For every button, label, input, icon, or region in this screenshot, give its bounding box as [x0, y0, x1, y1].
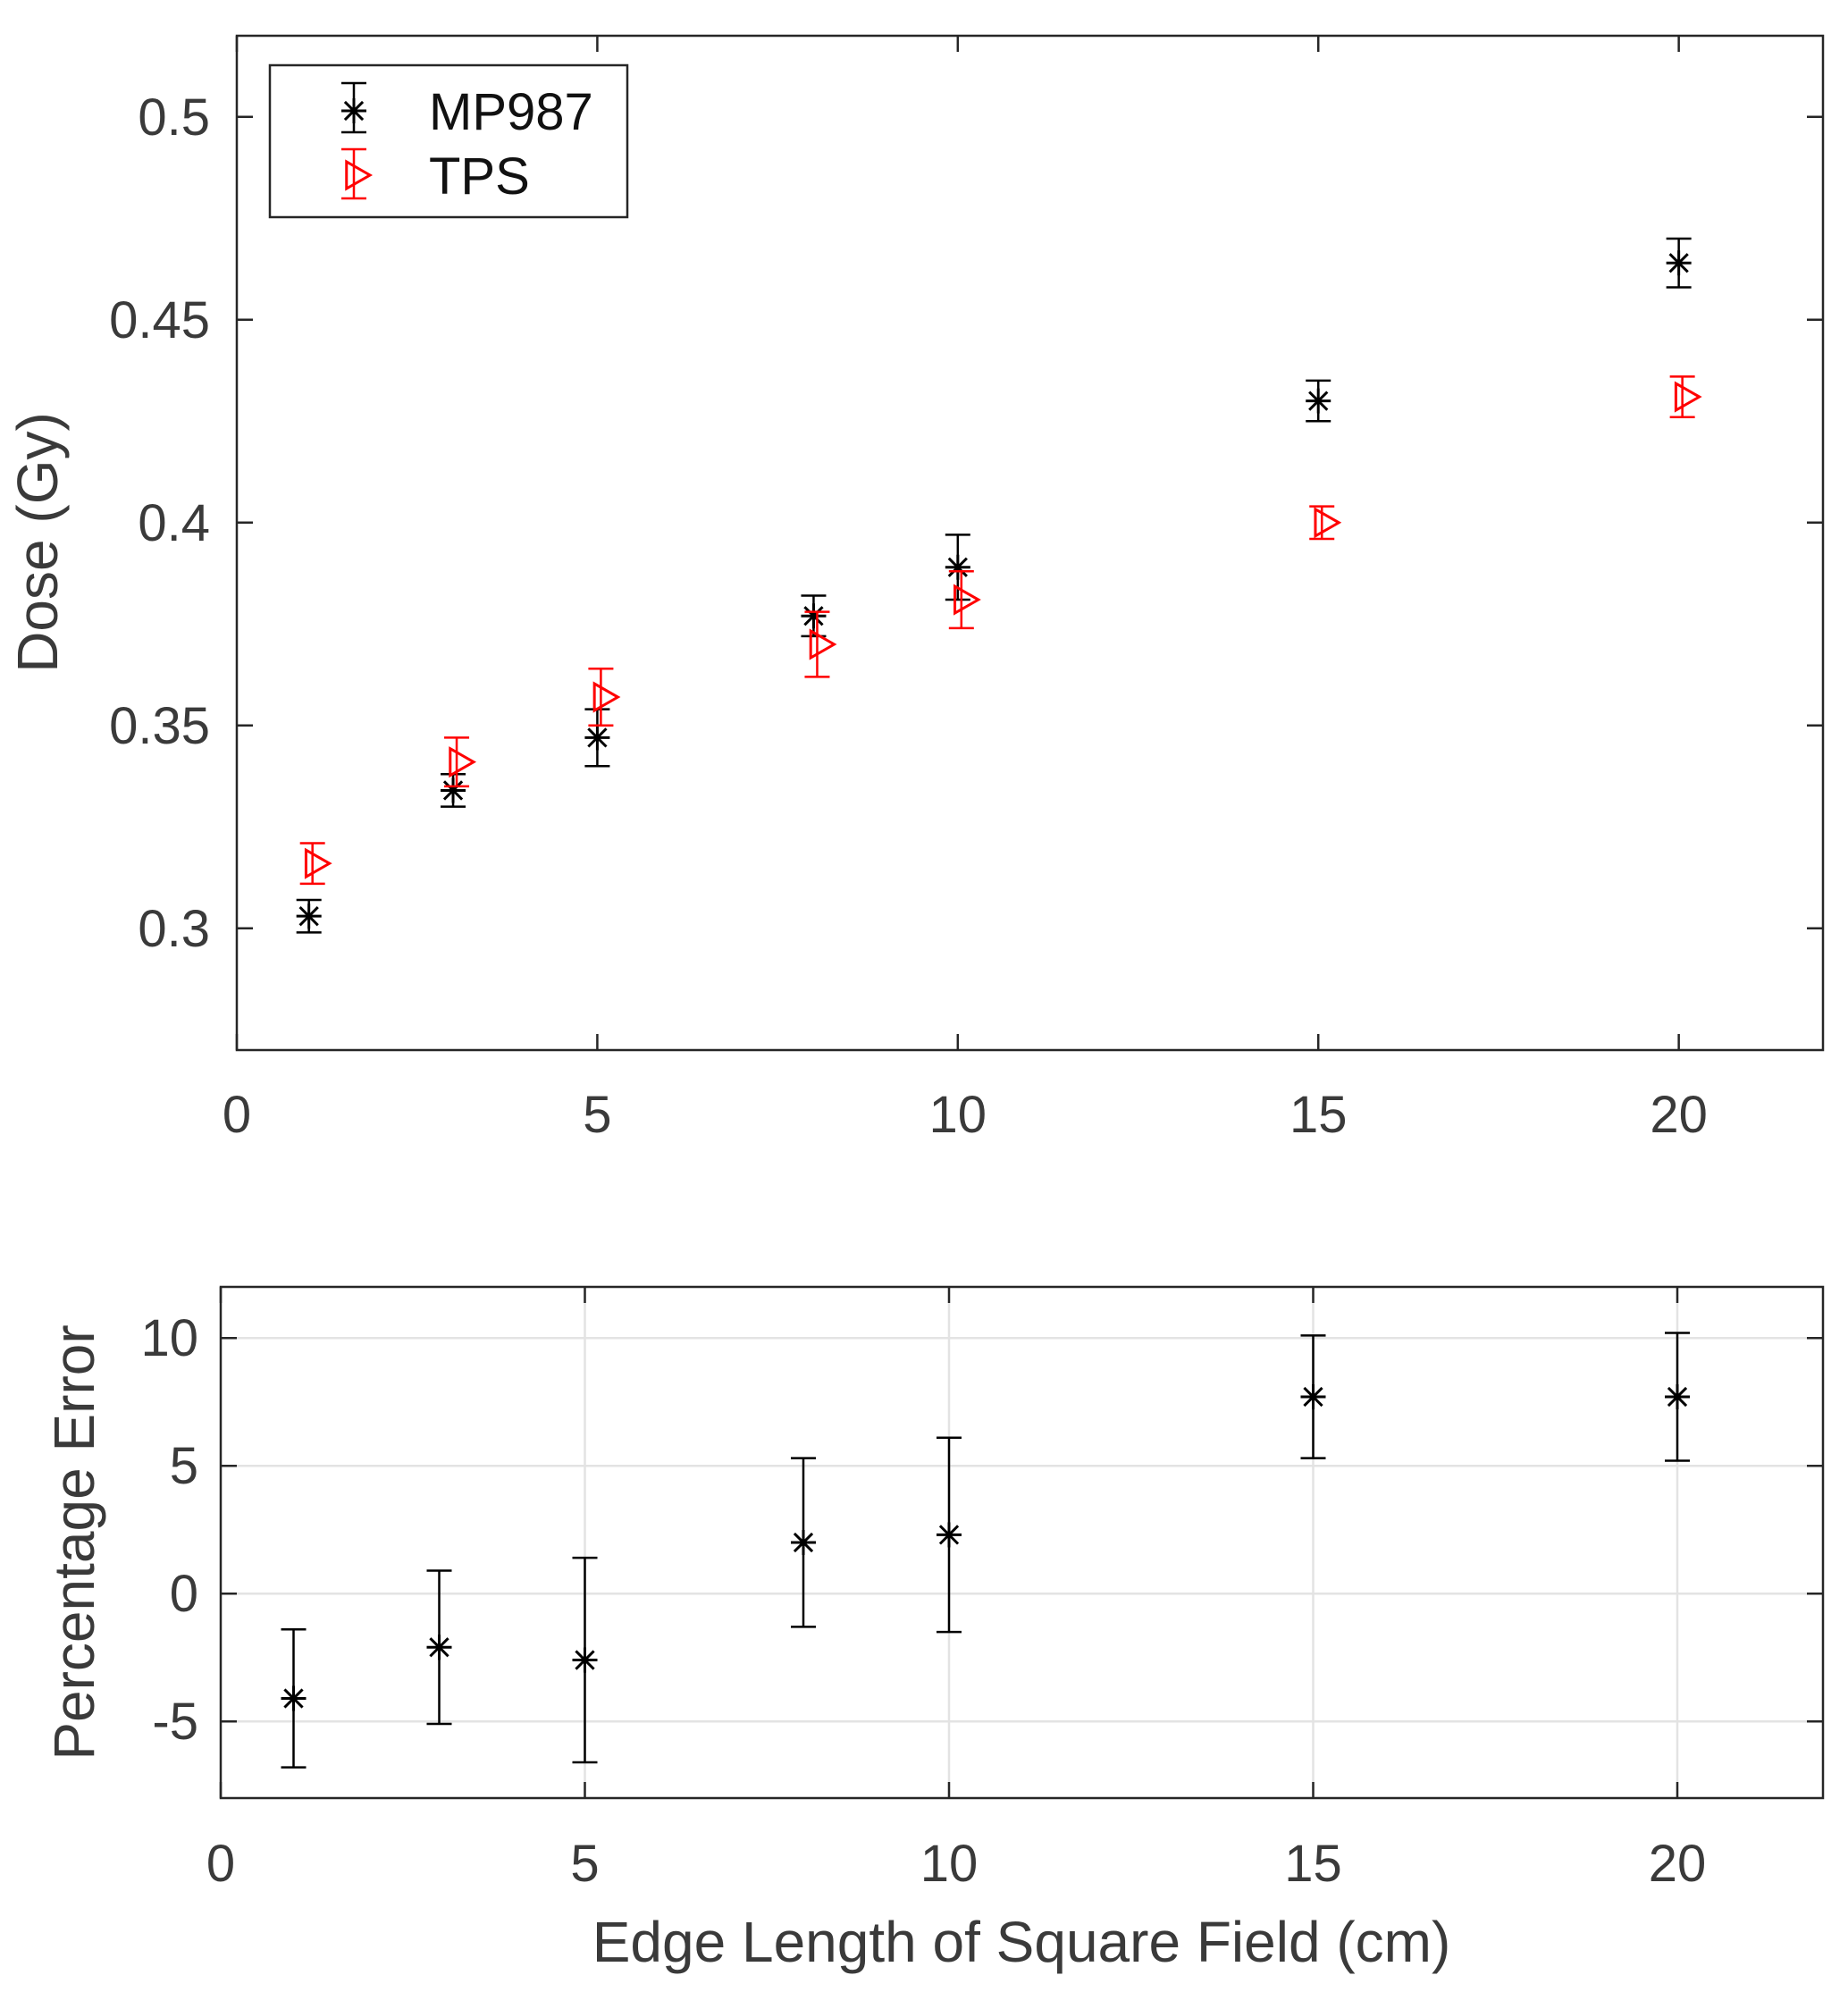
error-xtick-label-1: 5 — [570, 1835, 599, 1893]
dose-xtick-label-2: 10 — [929, 1086, 987, 1144]
percentage-error-panel: -5 0 5 10 0 5 10 15 20 Percentage Error Edge Le… — [42, 1285, 1825, 1974]
dose-ytick-label-3: 0.45 — [109, 291, 210, 349]
error-point-0-2-d2 — [575, 1650, 595, 1670]
dose-errorbar-1-6 — [1669, 375, 1695, 419]
legend-mp987-asterisk — [341, 98, 366, 123]
legend-item-tps: TPS — [341, 147, 530, 206]
dose-errorbar-1-2 — [588, 667, 614, 727]
legend-mp987-marker — [341, 81, 366, 134]
dose-x-tick-labels: 0 5 10 15 20 — [223, 1086, 1708, 1144]
legend-box — [268, 63, 629, 219]
error-axis-ticks — [219, 1287, 1823, 1798]
dose-point-0-2 — [584, 725, 610, 751]
legend-item-mp987: MP987 — [341, 81, 593, 141]
legend: MP987 TPS — [268, 63, 629, 219]
error-ytick-label-0: -5 — [152, 1693, 198, 1751]
legend-tps-label: TPS — [429, 147, 530, 206]
error-point-0-5 — [1300, 1383, 1326, 1409]
legend-tps-triangle — [345, 159, 374, 191]
error-point-0-4 — [937, 1522, 962, 1548]
dose-point-0-6-d2 — [1668, 253, 1689, 273]
error-point-0-6 — [1665, 1383, 1690, 1409]
error-ytick-label-2: 5 — [170, 1437, 198, 1495]
error-point-0-6-d2 — [1667, 1386, 1688, 1408]
error-series-percentage-error — [281, 1332, 1690, 1769]
dose-ytick-label-2: 0.4 — [138, 494, 210, 552]
dose-point-0-0-d2 — [298, 906, 319, 927]
legend-tps-marker — [341, 147, 374, 200]
error-point-0-1-d2 — [429, 1637, 449, 1658]
dose-point-0-2-d2 — [587, 727, 608, 748]
dose-point-0-5 — [1306, 388, 1331, 414]
error-xtick-label-0: 0 — [206, 1835, 235, 1893]
dose-panel: 0.3 0.35 0.4 0.45 0.5 0 5 10 15 20 Dose (Gy) MP9… — [5, 34, 1825, 1144]
dose-point-0-1 — [441, 777, 466, 803]
dose-point-1-5 — [1314, 507, 1342, 539]
dose-point-1-6 — [1674, 381, 1702, 413]
dose-xtick-label-1: 5 — [583, 1086, 611, 1144]
error-gridlines — [221, 1287, 1823, 1798]
error-xtick-label-3: 15 — [1284, 1835, 1342, 1893]
error-point-0-4-d2 — [938, 1525, 960, 1545]
legend-mp987-label: MP987 — [429, 83, 593, 141]
dose-point-1-0 — [304, 847, 332, 879]
dose-series-mp987 — [296, 237, 1692, 934]
error-xtick-label-4: 20 — [1649, 1835, 1707, 1893]
error-series — [281, 1332, 1690, 1769]
error-point-0-5-d2 — [1303, 1386, 1323, 1408]
dose-point-0-4 — [945, 554, 970, 580]
error-ytick-label-1: 0 — [170, 1565, 198, 1623]
dose-point-1-1 — [449, 746, 477, 778]
dose-series-tps — [299, 375, 1702, 886]
error-ytick-label-3: 10 — [140, 1309, 198, 1367]
error-point-0-3 — [791, 1530, 816, 1555]
dose-point-1-3 — [809, 628, 837, 660]
dose-errorbar-1-4 — [948, 570, 974, 630]
error-point-0-1 — [426, 1635, 452, 1660]
dose-point-0-0 — [296, 904, 322, 929]
dose-ytick-label-0: 0.3 — [138, 900, 210, 958]
error-point-0-0 — [281, 1685, 307, 1711]
error-point-0-0-d2 — [283, 1688, 304, 1709]
error-y-axis-label: Percentage Error — [42, 1324, 106, 1760]
dose-point-0-5-d2 — [1308, 391, 1329, 411]
dose-xtick-label-3: 15 — [1289, 1086, 1348, 1144]
error-xtick-label-2: 10 — [920, 1835, 979, 1893]
dose-series — [296, 237, 1702, 934]
dose-y-tick-labels: 0.3 0.35 0.4 0.45 0.5 — [109, 88, 210, 958]
dose-axis-ticks — [235, 36, 1823, 1050]
legend-tps-errorbar — [341, 147, 366, 200]
error-y-tick-labels: -5 0 5 10 — [140, 1309, 198, 1751]
error-plot-background — [221, 1287, 1823, 1798]
dose-point-1-4 — [953, 584, 981, 616]
dose-point-0-4-d2 — [947, 557, 968, 577]
dose-point-1-2 — [592, 681, 621, 713]
error-x-tick-labels: 0 5 10 15 20 — [206, 1835, 1706, 1893]
error-point-0-2 — [572, 1647, 598, 1673]
dose-y-axis-label: Dose (Gy) — [5, 412, 70, 673]
dose-point-0-3 — [801, 603, 827, 629]
x-axis-label: Edge Length of Square Field (cm) — [592, 1910, 1451, 1974]
dose-ytick-label-4: 0.5 — [138, 88, 210, 147]
legend-mp987-asterisk-d2 — [343, 100, 365, 122]
dose-xtick-label-4: 20 — [1650, 1086, 1708, 1144]
dose-errorbar-1-1 — [444, 736, 470, 788]
dose-point-0-6 — [1666, 250, 1692, 276]
dose-errorbar-1-0 — [299, 842, 325, 886]
dose-point-0-1-d2 — [442, 780, 464, 801]
dose-point-0-3-d2 — [803, 606, 824, 626]
dose-errorbar-1-3 — [804, 610, 830, 678]
error-plot-frame — [219, 1285, 1825, 1800]
dose-ytick-label-1: 0.35 — [109, 697, 210, 755]
dose-xtick-label-0: 0 — [223, 1086, 251, 1144]
error-point-0-3-d2 — [793, 1532, 814, 1553]
